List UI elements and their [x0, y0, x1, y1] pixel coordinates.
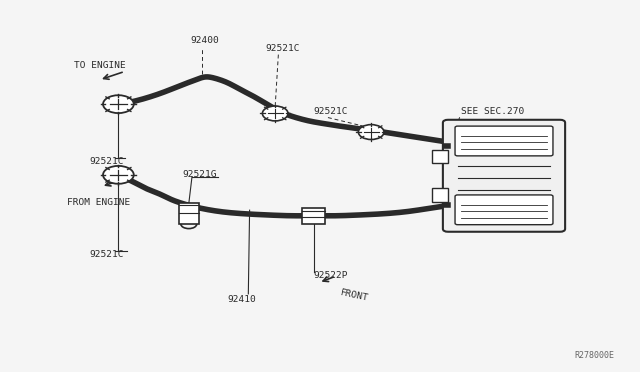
Text: 92521C: 92521C — [266, 44, 300, 53]
Text: 92521C: 92521C — [90, 250, 124, 259]
FancyBboxPatch shape — [455, 126, 553, 156]
Text: 92521C: 92521C — [90, 157, 124, 166]
Bar — [179, 203, 199, 224]
Bar — [432, 150, 448, 163]
Text: FRONT: FRONT — [339, 288, 369, 303]
Text: 92521G: 92521G — [182, 170, 217, 179]
Circle shape — [103, 166, 134, 184]
Text: SEE SEC.270: SEE SEC.270 — [461, 107, 524, 116]
FancyBboxPatch shape — [443, 120, 565, 232]
Text: R278000E: R278000E — [575, 351, 614, 360]
Bar — [432, 188, 448, 202]
Circle shape — [262, 106, 288, 121]
Text: 92400: 92400 — [191, 36, 220, 45]
Text: 92521C: 92521C — [314, 107, 348, 116]
Circle shape — [358, 125, 384, 140]
Text: 92522P: 92522P — [314, 271, 348, 280]
Bar — [302, 208, 325, 224]
Circle shape — [103, 95, 134, 113]
Text: FROM ENGINE: FROM ENGINE — [67, 198, 131, 207]
FancyBboxPatch shape — [455, 195, 553, 225]
Text: 92410: 92410 — [227, 295, 256, 304]
Text: TO ENGINE: TO ENGINE — [74, 61, 125, 70]
